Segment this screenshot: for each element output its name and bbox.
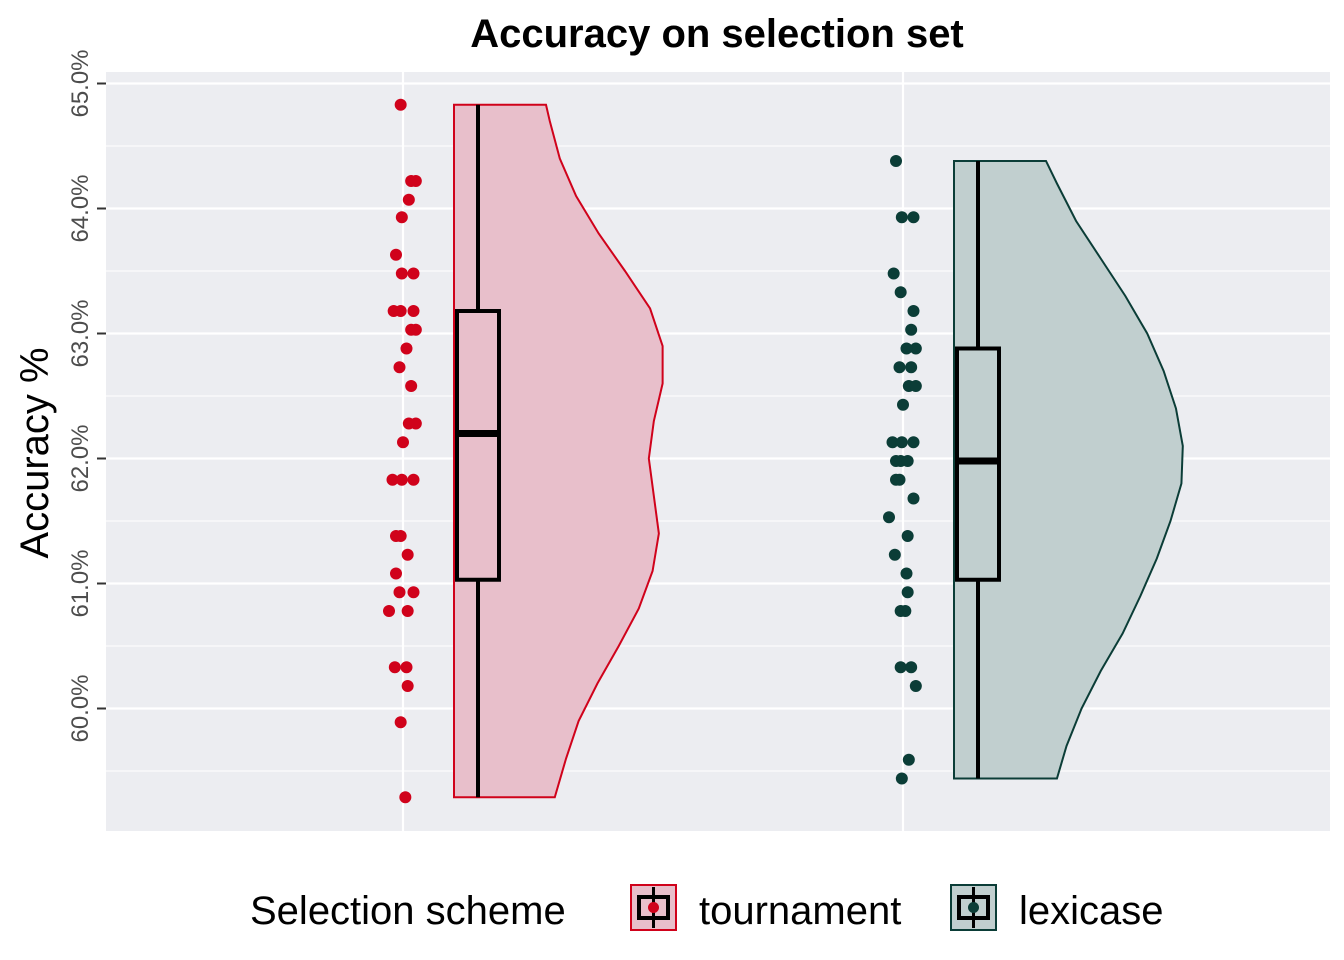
legend-item-lexicase: lexicase [950,884,1164,933]
data-points [383,98,922,804]
lexicase-point [901,530,914,542]
lexicase-point [905,361,918,374]
tournament-point [402,193,415,206]
tournament-point [401,680,414,692]
violins [453,103,1184,799]
lexicase-point [895,436,908,449]
boxplots [455,104,1001,798]
tournament-point [400,342,413,355]
lexicase-point [893,473,906,486]
y-tick-label: 61.0% [67,549,94,617]
tournament-point [386,473,399,486]
lexicase-point [894,286,907,299]
tournament-point [407,305,420,317]
lexicase-point [900,567,913,580]
lexicase-violin [953,160,1184,780]
lexicase-point [899,605,912,617]
lexicase-point [895,772,908,785]
tournament-point [407,267,420,280]
tournament-point [394,716,407,729]
tournament-point [401,605,414,617]
tournament-violin [453,103,664,799]
tournament-point [394,530,407,542]
legend: Selection scheme tournament lexicase [250,884,1164,933]
tournament-point [407,473,420,486]
lexicase-point [895,211,908,224]
tournament-point [409,417,422,430]
tournament-point [395,267,408,280]
lexicase-point [887,267,900,280]
lexicase-point [902,753,915,766]
lexicase-point [901,586,914,599]
tournament-point [390,567,402,580]
lexicase-point [888,548,901,561]
tournament-point [407,586,420,599]
y-tick-label: 64.0% [67,174,94,242]
tournament-point [399,791,412,804]
legend-title: Selection scheme [250,889,566,933]
tournament-point [397,436,409,449]
tournament-point [393,586,406,599]
tournament-point [394,98,407,111]
lexicase-point [893,361,906,374]
lexicase-point [909,342,922,355]
tournament-point [395,473,408,486]
tournament-point [401,548,414,561]
lexicase-point [909,380,922,392]
tournament-point [390,248,402,261]
legend-item-tournament: tournament [630,884,901,933]
tournament-point [394,305,407,317]
chart-title: Accuracy on selection set [470,12,964,56]
tournament-box [455,309,501,582]
lexicase-point [890,155,902,167]
legend-label-lexicase: lexicase [1019,889,1164,933]
lexicase-point [905,661,918,674]
legend-label-tournament: tournament [699,889,901,933]
tournament-point [409,323,422,336]
lexicase-point [905,323,918,336]
y-tick-label: 60.0% [67,674,94,742]
lexicase-point [901,455,914,467]
tournament-point [393,361,406,374]
y-tick-label: 63.0% [67,299,94,367]
tournament-point [383,605,395,617]
lexicase-point [909,680,922,692]
tournament-point [405,380,418,392]
tournament-point [388,661,401,674]
lexicase-point [907,305,920,317]
lexicase-point [886,436,899,449]
y-axis-ticks: 60.0% 61.0% 62.0% 63.0% 64.0% 65.0% [67,49,106,743]
lexicase-point [900,342,913,355]
lexicase-point [897,398,909,411]
y-axis-label: Accuracy % [13,347,57,558]
lexicase-point [894,661,907,674]
y-tick-label: 65.0% [67,49,94,117]
legend-key-point [968,902,979,913]
tournament-point [395,211,408,224]
lexicase-point [907,492,920,505]
tournament-point [400,661,413,674]
lexicase-point [907,211,920,224]
legend-key-point [648,902,659,913]
y-tick-label: 62.0% [67,424,94,492]
tournament-point [409,175,422,187]
lexicase-point [907,436,920,449]
lexicase-point [883,511,895,524]
